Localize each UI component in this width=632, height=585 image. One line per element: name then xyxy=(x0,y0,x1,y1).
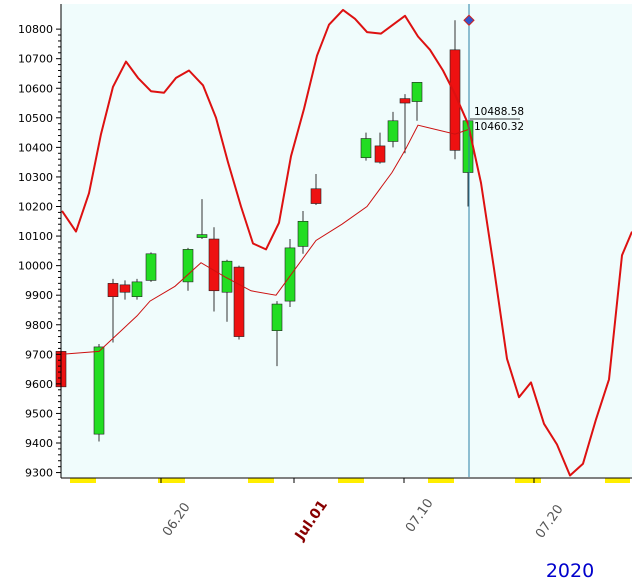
cursor xyxy=(463,4,475,477)
holiday-mark-0 xyxy=(70,478,96,483)
axes xyxy=(60,4,632,479)
candle-body-20 xyxy=(449,49,461,151)
y-tick-label-13: 10600 xyxy=(18,82,53,95)
y-tick-label-8: 10100 xyxy=(18,230,53,243)
candle-body-11 xyxy=(271,303,283,331)
y-tick-label-6: 9900 xyxy=(25,289,53,302)
y-tick-label-9: 10200 xyxy=(18,201,53,214)
holiday-mark-3 xyxy=(338,478,364,483)
candle-body-8 xyxy=(208,238,220,292)
candle-body-9 xyxy=(221,260,233,293)
y-tick-label-15: 10800 xyxy=(18,23,53,36)
candle-body-18 xyxy=(399,98,411,104)
candle-body-5 xyxy=(145,253,157,281)
indicator-line xyxy=(61,8,632,477)
holiday-mark-1 xyxy=(158,478,185,483)
candle-body-16 xyxy=(374,145,386,163)
holiday-marks xyxy=(70,478,630,483)
indicator-lines xyxy=(61,8,632,477)
moving-average-line xyxy=(61,124,469,355)
value-labels: 10488.58 10460.32 xyxy=(470,106,524,133)
y-tick-label-5: 9800 xyxy=(25,319,53,332)
plot-background xyxy=(61,4,632,477)
candle-body-15 xyxy=(360,138,372,159)
y-axis-ticks: 9300 9400 9500 9600 9700 9800 9900 10000 10100 10… xyxy=(18,23,61,480)
candle-body-3 xyxy=(119,284,131,293)
value-label-0: 10488.58 xyxy=(474,106,524,118)
candle-body-6 xyxy=(182,249,194,283)
candle-body-19 xyxy=(411,82,423,102)
y-tick-label-4: 9700 xyxy=(25,348,53,361)
candle-body-21 xyxy=(462,120,474,173)
candle-body-4 xyxy=(131,281,143,297)
holiday-mark-2 xyxy=(248,478,274,483)
holiday-mark-6 xyxy=(605,478,630,483)
holiday-mark-4 xyxy=(428,478,454,483)
value-label-1: 10460.32 xyxy=(474,121,524,133)
y-tick-label-10: 10300 xyxy=(18,171,53,184)
candle-body-17 xyxy=(387,120,399,142)
y-tick-label-2: 9500 xyxy=(25,407,53,420)
holiday-mark-5 xyxy=(515,478,541,483)
candle-body-1 xyxy=(93,346,105,435)
candle-body-2 xyxy=(107,283,119,297)
candle-body-7 xyxy=(196,234,208,238)
candle-body-14 xyxy=(310,188,322,204)
y-tick-label-14: 10700 xyxy=(18,53,53,66)
candle-body-12 xyxy=(284,247,296,302)
y-tick-label-12: 10500 xyxy=(18,112,53,125)
y-tick-label-0: 9300 xyxy=(25,467,53,480)
y-tick-label-7: 10000 xyxy=(18,260,53,273)
candles xyxy=(55,20,474,444)
year-label: 2020 xyxy=(546,560,594,581)
candle-body-10 xyxy=(233,266,245,337)
cursor-marker xyxy=(463,14,475,26)
y-tick-label-11: 10400 xyxy=(18,141,53,154)
candle-body-13 xyxy=(297,220,309,247)
y-tick-label-1: 9400 xyxy=(25,437,53,450)
y-tick-label-3: 9600 xyxy=(25,378,53,391)
